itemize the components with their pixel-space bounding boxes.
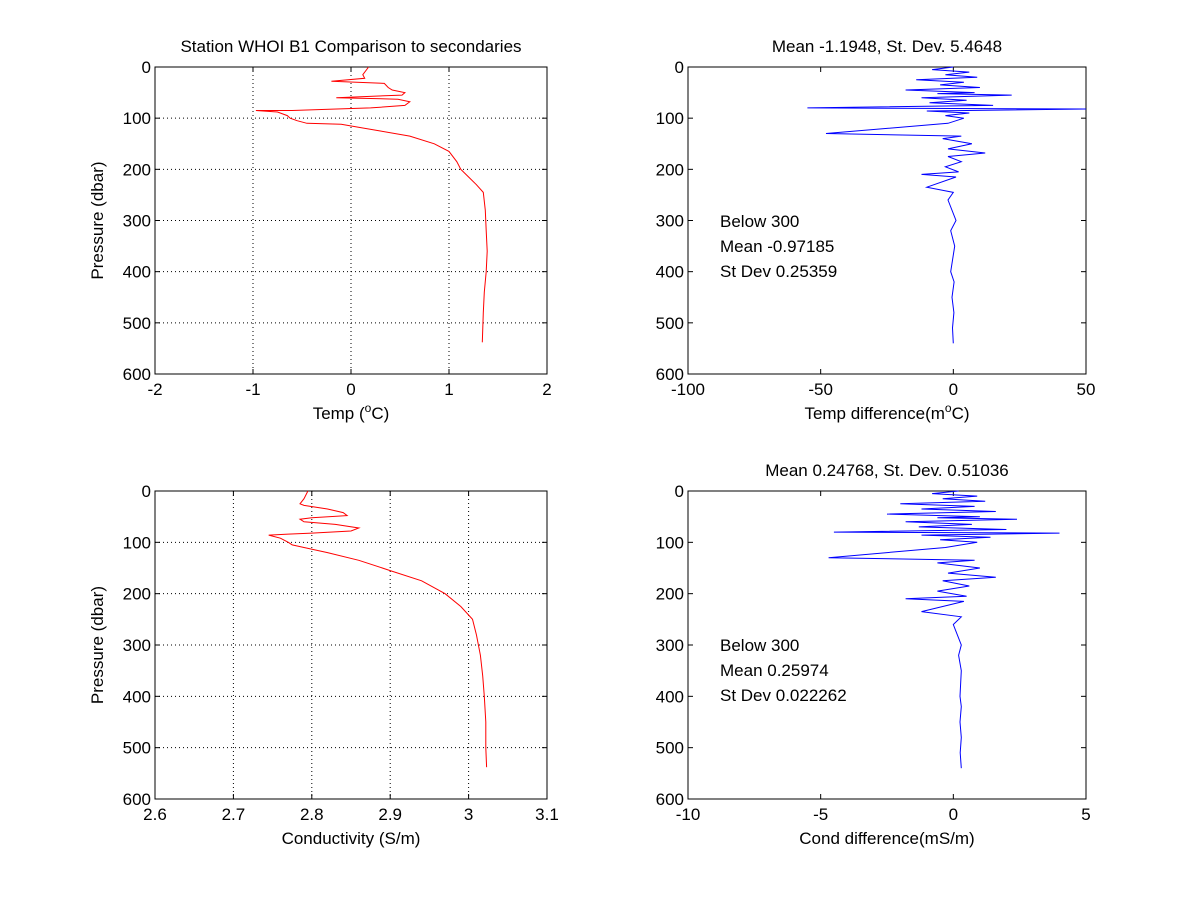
y-tick-label: 600 [123,365,151,384]
y-tick-label: 200 [123,585,151,604]
x-axis-label-text: Conductivity (S/m) [282,829,421,848]
chart-title: Mean -1.1948, St. Dev. 5.4648 [772,37,1002,56]
y-tick-label: 0 [675,482,684,501]
chart-title: Mean 0.24768, St. Dev. 0.51036 [765,461,1009,480]
y-tick-label: 500 [656,314,684,333]
x-tick-label: 2.6 [143,805,167,824]
x-tick-label: -100 [671,380,705,399]
y-tick-label: 0 [675,58,684,77]
series-line [807,66,1087,344]
y-tick-label: 300 [123,212,151,231]
y-axis-label: Pressure (dbar) [88,586,107,704]
x-axis-label-tail: C) [371,404,389,423]
y-tick-label: 600 [123,790,151,809]
x-tick-label: 0 [949,805,958,824]
x-tick-label: 2.9 [378,805,402,824]
x-axis-label: Temp difference(moC) [804,401,969,423]
y-tick-label: 500 [123,739,151,758]
series-line [268,490,488,768]
y-tick-label: 100 [123,533,151,552]
x-axis-label-text: Cond difference(mS/m) [799,829,974,848]
y-tick-label: 300 [656,636,684,655]
y-tick-label: 200 [123,160,151,179]
stats-annotation: St Dev 0.25359 [720,262,837,281]
temp-profile-panel: -2 -1 0 1 2 0 100 200 300 400 500 600 Station WHOI B… [88,37,552,423]
y-tick-label: 400 [123,263,151,282]
x-tick-label: 3 [464,805,473,824]
x-tick-label: -2 [147,380,162,399]
y-tick-label: 400 [123,687,151,706]
y-tick-label: 400 [656,687,684,706]
x-tick-label: 50 [1077,380,1096,399]
x-tick-label: 1 [444,380,453,399]
series-line [828,490,1060,769]
y-tick-label: 300 [123,636,151,655]
y-tick-label: 400 [656,263,684,282]
x-axis-label: Temp (oC) [313,401,390,423]
stats-annotation: Below 300 [720,636,799,655]
conductivity-profile-panel: 2.6 2.7 2.8 2.9 3 3.1 0 100 200 300 400 500 600 Condu… [88,482,559,848]
x-tick-label: -10 [676,805,701,824]
x-tick-label: 0 [949,380,958,399]
chart-title: Station WHOI B1 Comparison to secondarie… [180,37,521,56]
x-axis-label: Cond difference(mS/m) [799,829,974,848]
x-axis-label-superscript: o [945,401,952,415]
y-tick-label: 600 [656,365,684,384]
x-tick-label: 0 [346,380,355,399]
series-line [255,66,488,343]
y-tick-label: 600 [656,790,684,809]
stats-annotation: St Dev 0.022262 [720,686,847,705]
stats-annotation: Below 300 [720,212,799,231]
x-tick-label: 2.8 [300,805,324,824]
x-tick-label: 5 [1081,805,1090,824]
y-axis-label: Pressure (dbar) [88,161,107,279]
x-axis-label-superscript: o [365,401,372,415]
y-tick-label: 100 [656,109,684,128]
y-tick-label: 500 [656,739,684,758]
x-axis-label-text: Temp difference(m [804,404,944,423]
y-tick-label: 500 [123,314,151,333]
stats-annotation: Mean 0.25974 [720,661,829,680]
x-tick-label: -5 [813,805,828,824]
y-tick-label: 0 [142,58,151,77]
x-tick-label: -1 [245,380,260,399]
x-axis-label: Conductivity (S/m) [282,829,421,848]
x-tick-label: 3.1 [535,805,559,824]
y-tick-label: 200 [656,585,684,604]
x-axis-label-tail: C) [952,404,970,423]
y-tick-label: 300 [656,212,684,231]
x-axis-label-text: Temp ( [313,404,365,423]
y-tick-label: 100 [123,109,151,128]
stats-annotation: Mean -0.97185 [720,237,834,256]
y-tick-label: 100 [656,533,684,552]
x-tick-label: -50 [808,380,833,399]
x-tick-label: 2 [542,380,551,399]
x-tick-label: 2.7 [222,805,246,824]
y-tick-label: 200 [656,160,684,179]
y-tick-label: 0 [142,482,151,501]
